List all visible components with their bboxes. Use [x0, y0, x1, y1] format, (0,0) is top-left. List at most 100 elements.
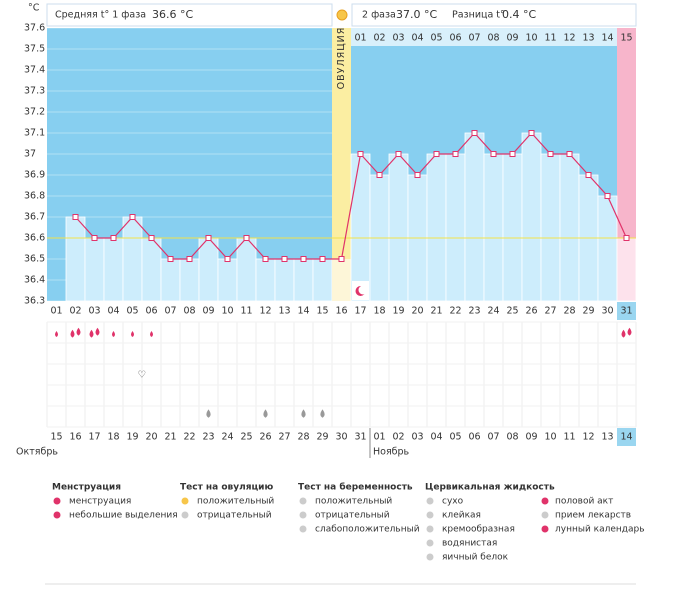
last-date-cell [617, 428, 636, 446]
cycle-day: 16 [335, 306, 347, 317]
phase2-day: 11 [544, 33, 556, 44]
date: 14 [620, 432, 632, 443]
legend-icon [541, 525, 549, 533]
cycle-day: 07 [164, 306, 176, 317]
cycle-day: 29 [582, 306, 594, 317]
bar [217, 258, 238, 302]
date: 03 [411, 432, 423, 443]
legend-icon [181, 511, 189, 519]
y-tick-label: 36.9 [24, 170, 45, 181]
point [566, 151, 573, 157]
phase2-day: 15 [620, 33, 632, 44]
phase2-day: 04 [411, 33, 423, 44]
heart-icon: ♡ [138, 370, 147, 381]
cycle-day: 08 [183, 306, 195, 317]
last-day-cell [617, 302, 636, 320]
y-tick-label: 37.2 [24, 107, 45, 118]
y-tick-label: 36.8 [24, 191, 45, 202]
date: 30 [335, 432, 347, 443]
cycle-day: 04 [107, 306, 119, 317]
point [300, 256, 307, 262]
legend-icon [299, 497, 307, 505]
legend-icon [426, 553, 434, 561]
bar [332, 259, 351, 301]
drop-icon [95, 327, 100, 336]
date: 13 [601, 432, 613, 443]
y-tick-label: 37.4 [24, 65, 45, 76]
sun-icon [336, 9, 348, 21]
date: 04 [430, 432, 442, 443]
bar [160, 258, 181, 302]
bar [521, 132, 542, 302]
bar [388, 153, 409, 302]
legend-item: положительный [315, 497, 392, 507]
date: 26 [259, 432, 271, 443]
legend-title: Тест на овуляцию [180, 483, 273, 493]
legend-item: лунный календарь [555, 525, 645, 535]
bar [293, 258, 314, 302]
point [148, 235, 155, 241]
point [243, 235, 250, 241]
date: 12 [582, 432, 594, 443]
legend-icon [53, 497, 61, 505]
date: 05 [449, 432, 461, 443]
date: 19 [126, 432, 138, 443]
bar [559, 153, 580, 302]
phase2-day: 08 [487, 33, 499, 44]
last-day-bg [617, 46, 636, 301]
bar [350, 153, 371, 302]
diff-label: Разница t° [452, 10, 505, 21]
point [167, 256, 174, 262]
cycle-day: 21 [430, 306, 442, 317]
legend-item: половой акт [555, 497, 613, 507]
legend-item: прием лекарств [555, 511, 631, 521]
legend-item: водянистая [442, 539, 497, 549]
cycle-day: 22 [449, 306, 461, 317]
phase2-day: 12 [563, 33, 575, 44]
cycle-day: 02 [69, 306, 81, 317]
drop-icon [206, 409, 211, 418]
point [528, 130, 535, 136]
point [110, 235, 117, 241]
date: 21 [164, 432, 176, 443]
cycle-day: 17 [354, 306, 366, 317]
legend-title: Менструация [52, 483, 121, 493]
legend-item: отрицательный [315, 511, 390, 521]
phase2-header [351, 28, 636, 46]
legend-item: менструация [69, 497, 131, 507]
cycle-day: 15 [316, 306, 328, 317]
drop-icon [263, 409, 268, 418]
date: 25 [240, 432, 252, 443]
phase2-day: 13 [582, 33, 594, 44]
month: Октябрь [16, 447, 58, 458]
cycle-day: 13 [278, 306, 290, 317]
y-tick-label: 37.5 [24, 44, 45, 55]
header-box [351, 3, 637, 27]
bar [464, 132, 485, 302]
date: 16 [69, 432, 81, 443]
date: 24 [221, 432, 233, 443]
point [490, 151, 497, 157]
date: 29 [316, 432, 328, 443]
point [338, 256, 345, 262]
point [414, 172, 421, 178]
legend-icon [53, 511, 61, 519]
point [376, 172, 383, 178]
bar [84, 237, 105, 302]
y-tick-label: 36.6 [24, 233, 45, 244]
bar [274, 258, 295, 302]
temperature-line [75, 132, 628, 260]
date: 15 [50, 432, 62, 443]
y-tick-label: 37.6 [24, 23, 45, 34]
phase2-day: 14 [601, 33, 613, 44]
date: 09 [525, 432, 537, 443]
legend-icon [426, 525, 434, 533]
point [604, 193, 611, 199]
drop-icon [89, 329, 94, 338]
legend-item: клейкая [442, 511, 481, 521]
bar [179, 258, 200, 302]
legend-item: отрицательный [197, 511, 272, 521]
date: 11 [563, 432, 575, 443]
cycle-day: 19 [392, 306, 404, 317]
point [471, 130, 478, 136]
